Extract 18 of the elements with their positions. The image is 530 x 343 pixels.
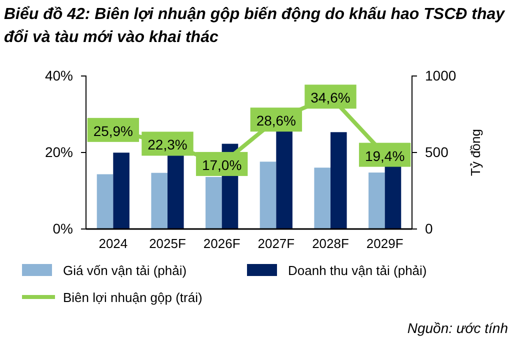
x-tick-label: 2024: [98, 236, 128, 252]
y2-tick-label: 0: [425, 220, 433, 236]
x-tick-label: 2026F: [203, 236, 240, 252]
chart-title: Biểu đồ 42: Biên lợi nhuận gộp biến động do khấu hao TSCĐ thay đổi và tàu mới vào khai thác: [4, 6, 506, 46]
y2-tick-label: 1000: [425, 67, 456, 84]
text: Nguồn: ước tính: [407, 320, 508, 336]
x-tick-label: 2029F: [366, 236, 404, 252]
x-tick-label: 2028F: [312, 236, 349, 252]
y-tick-label: 0%: [52, 220, 73, 236]
x-tick-label: 2027F: [258, 236, 295, 252]
legend-label: Biên lợi nhuận gộp (trái): [63, 290, 202, 305]
legend-label: Giá vốn vận tải (phải): [63, 263, 187, 278]
y-tick-label: 40%: [44, 67, 73, 84]
x-tick-label: 2025F: [149, 236, 186, 252]
y2-axis-title: Tỷ đồng: [468, 129, 483, 176]
y-tick-label: 20%: [44, 144, 73, 160]
legend-label: Doanh thu vận tải (phải): [288, 263, 427, 278]
y2-tick-label: 500: [425, 144, 449, 160]
